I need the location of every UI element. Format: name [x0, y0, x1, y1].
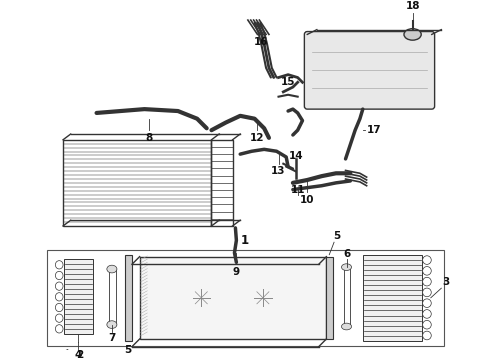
Bar	[343, 267, 350, 327]
Ellipse shape	[342, 323, 351, 330]
Bar	[363, 255, 422, 341]
Text: 5: 5	[333, 231, 341, 242]
Ellipse shape	[55, 303, 63, 312]
Ellipse shape	[107, 265, 117, 273]
Ellipse shape	[55, 271, 63, 280]
Text: 16: 16	[254, 37, 269, 47]
Text: 14: 14	[289, 151, 303, 161]
Ellipse shape	[55, 293, 63, 301]
Ellipse shape	[423, 299, 431, 307]
Ellipse shape	[423, 256, 431, 264]
Ellipse shape	[423, 288, 431, 297]
Bar	[47, 250, 444, 346]
Text: 18: 18	[405, 1, 420, 11]
Text: 13: 13	[271, 166, 286, 176]
Text: 9: 9	[233, 267, 240, 277]
Ellipse shape	[55, 352, 62, 358]
Ellipse shape	[423, 277, 431, 286]
Ellipse shape	[423, 331, 431, 340]
Text: 11: 11	[291, 185, 305, 194]
Text: 2: 2	[75, 350, 83, 360]
Text: 17: 17	[367, 125, 382, 135]
Text: 1: 1	[241, 234, 249, 247]
Ellipse shape	[107, 321, 117, 328]
Bar	[140, 257, 326, 339]
Text: 7: 7	[108, 333, 116, 343]
Ellipse shape	[55, 325, 63, 333]
Text: 3: 3	[442, 278, 450, 288]
Text: 8: 8	[146, 133, 153, 143]
Ellipse shape	[55, 261, 63, 269]
Ellipse shape	[55, 314, 63, 322]
Bar	[125, 255, 132, 341]
Ellipse shape	[342, 264, 351, 270]
FancyBboxPatch shape	[304, 32, 435, 109]
Bar	[64, 260, 93, 334]
Text: 12: 12	[250, 133, 265, 143]
Ellipse shape	[423, 320, 431, 329]
Bar	[326, 257, 333, 339]
Text: 10: 10	[300, 195, 315, 205]
Ellipse shape	[404, 29, 421, 40]
Text: 6: 6	[343, 249, 350, 259]
Text: 4: 4	[74, 350, 82, 360]
Ellipse shape	[55, 282, 63, 290]
Text: 15: 15	[281, 77, 295, 87]
Ellipse shape	[423, 266, 431, 275]
Bar	[63, 140, 212, 226]
Ellipse shape	[423, 310, 431, 318]
Text: 5: 5	[124, 346, 132, 355]
Bar	[212, 140, 233, 226]
Bar	[109, 269, 116, 325]
